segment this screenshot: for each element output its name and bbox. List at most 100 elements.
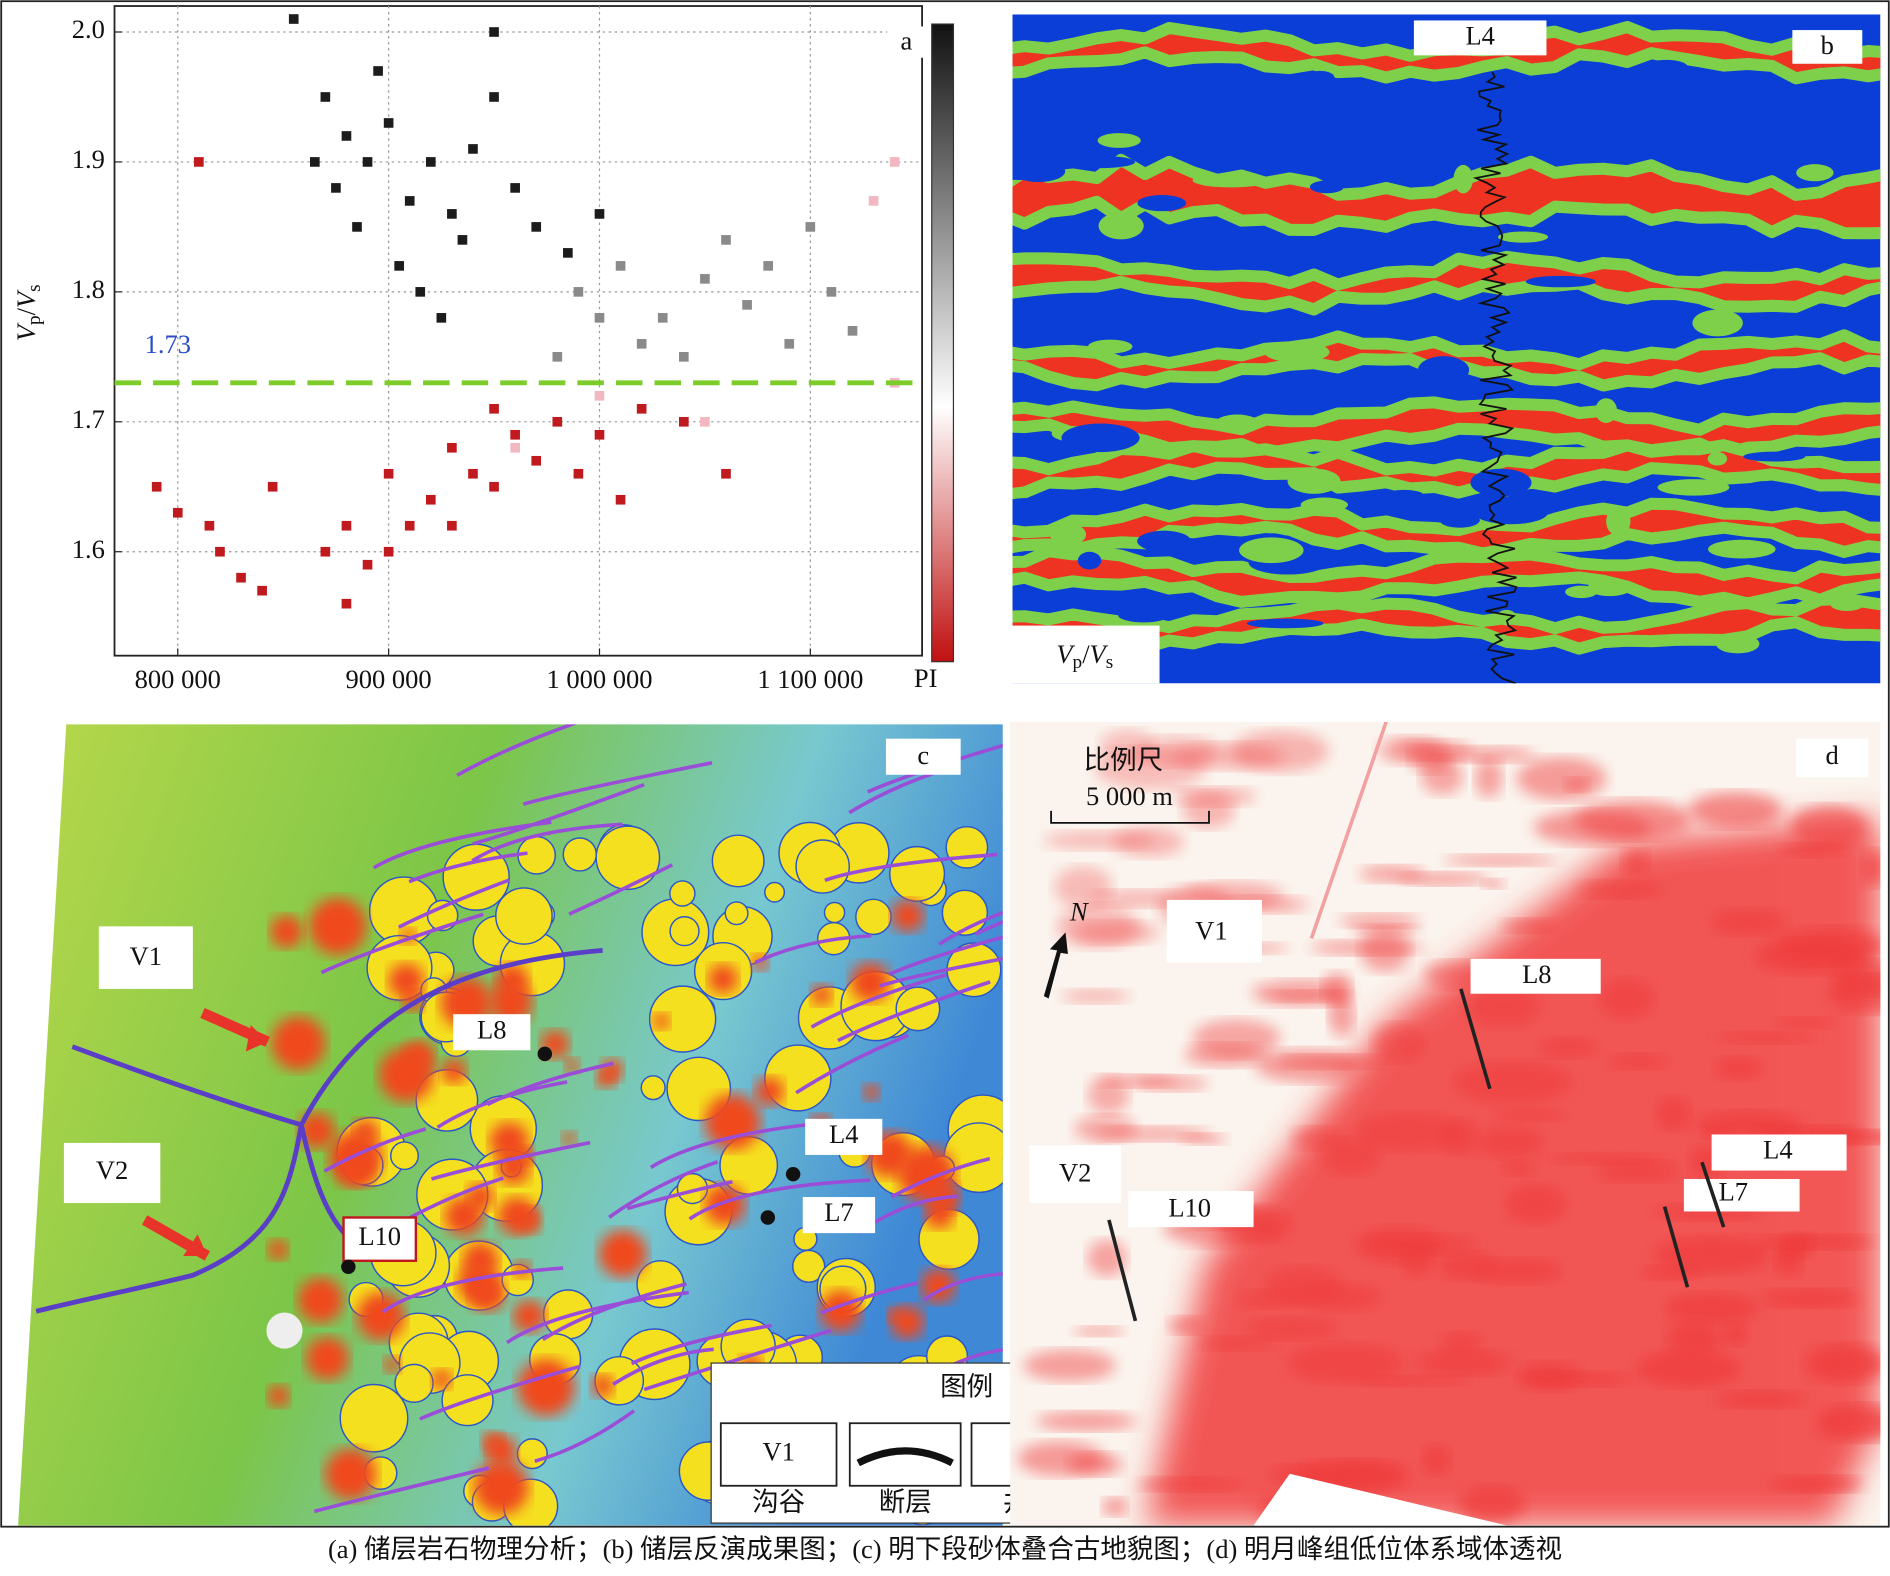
scatter-point [404,520,415,531]
decoration [564,1057,580,1074]
decoration [1054,866,1113,909]
decoration [1474,757,1503,798]
x-tick-label: 900 000 [346,664,432,694]
decoration [1496,609,1517,626]
scatter-point [341,520,352,531]
decoration [1606,507,1631,536]
decoration [879,946,1003,988]
decoration [1439,1332,1483,1354]
decoration [764,881,786,903]
decoration [1664,1292,1758,1324]
decoration [891,899,925,932]
decoration [389,1141,419,1171]
decoration [506,1290,689,1345]
valley-label: V1 [130,941,162,971]
decoration [1068,1452,1123,1476]
well-label: L10 [358,1221,401,1251]
threshold-label: 1.73 [145,329,191,359]
scatter-point [151,481,162,492]
panel-a: a PI Vp/Vs 800 000 900 000 1 000 000 1 100 … [11,5,955,694]
decoration [595,1067,617,1089]
decoration [309,897,367,955]
decoration [456,724,577,777]
decoration [1073,1326,1125,1337]
well-label: L4 [1763,1135,1792,1165]
decoration [1060,989,1131,1004]
decoration [522,761,713,806]
decoration [1715,1031,1818,1044]
decoration [320,912,484,975]
scatter-point [468,144,478,154]
legend-fault-symbol [856,1447,954,1467]
decoration [402,1176,504,1223]
decoration [1440,1119,1479,1155]
decoration [444,1196,485,1237]
decoration [1264,341,1330,363]
valley-label: V2 [96,1155,128,1185]
scatter-point [425,494,436,505]
label-box [1010,625,1160,684]
decoration [298,1112,335,1149]
scatter-point [320,546,331,557]
decoration [270,914,304,949]
label-box [1470,958,1601,994]
decoration [1498,231,1549,243]
decoration [1769,1475,1862,1493]
decoration [1460,1486,1525,1523]
scatter-point [889,157,900,167]
scatter-point [679,416,689,427]
valley-label: V2 [1059,1157,1091,1187]
well-label: L4 [829,1119,858,1149]
scatter-point [531,455,542,466]
decoration [495,887,553,945]
decoration [1644,59,1689,75]
scatter-point [531,222,542,232]
scatter-point [341,598,352,609]
decoration [388,963,425,999]
decoration [1805,1344,1881,1383]
scatter-point [763,261,773,271]
decoration [1098,212,1144,240]
scatter-point [194,157,204,167]
decoration [1067,155,1135,169]
scatter-point [383,118,394,128]
decoration [1296,1282,1382,1312]
decoration [1012,497,1066,521]
scatter-point [742,300,752,310]
decoration [1172,787,1257,807]
scatter-point [868,196,879,206]
decoration [1607,1053,1670,1070]
decoration [1595,398,1618,423]
decoration [1565,585,1598,599]
scatter-point [594,313,605,323]
decoration [430,1140,591,1181]
decoration [850,962,891,1003]
decoration [1715,1056,1763,1080]
decoration [640,1075,666,1101]
scale-bar [1050,810,1210,824]
scatter-point [383,546,394,557]
decoration [724,901,749,926]
decoration [591,1374,614,1398]
decoration [1384,489,1424,501]
decoration [561,1131,577,1146]
decoration [974,876,1003,936]
decoration [1774,1242,1803,1277]
scatter-point [805,222,816,232]
scatter-point [594,390,605,401]
x-axis-label: PI [914,663,938,693]
decoration [1245,1317,1340,1340]
legend-symbol: V1 [762,1437,794,1467]
decoration [823,901,846,924]
decoration [1587,579,1632,597]
decoration [1102,1497,1128,1516]
decoration [1791,805,1867,848]
decoration [1359,928,1411,972]
decoration [890,1156,991,1199]
decoration [888,926,1003,976]
decoration [1861,849,1881,887]
scatter-point [415,287,426,297]
decoration [1443,854,1557,867]
decoration [1353,1375,1473,1387]
